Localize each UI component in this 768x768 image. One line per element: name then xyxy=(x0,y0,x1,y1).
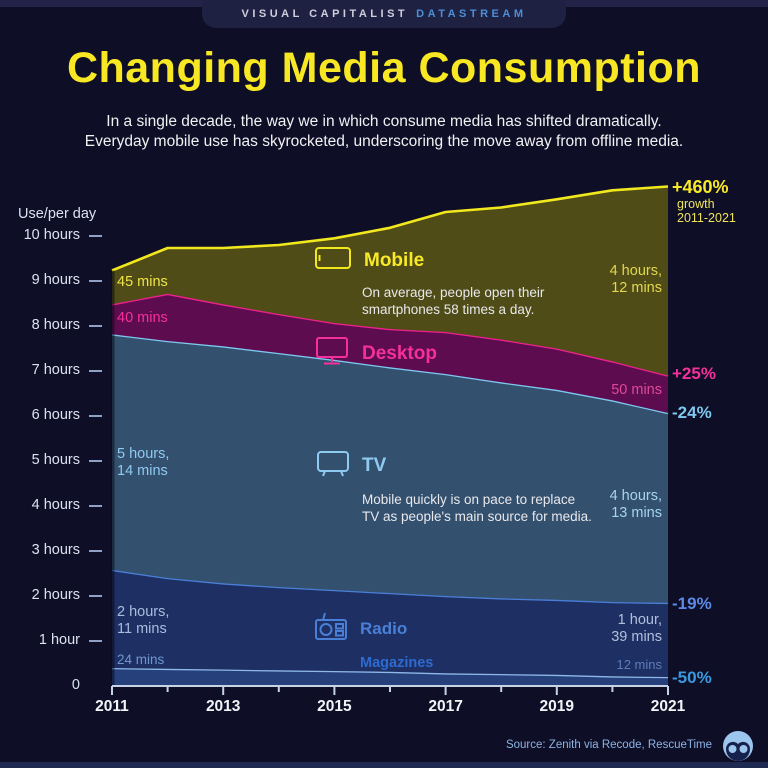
radio-legend: Radio xyxy=(314,611,407,646)
radio-change-badge: -19% xyxy=(672,594,712,613)
y-tick-dash xyxy=(89,370,102,372)
magazines-area xyxy=(112,668,668,686)
x-tick-2011: 2011 xyxy=(95,698,129,715)
desktop-change-badge: +25% xyxy=(672,364,716,383)
y-tick-dash xyxy=(89,505,102,507)
y-tick-4-hours: 4 hours xyxy=(31,497,80,513)
y-tick-1-hour: 1 hour xyxy=(38,632,80,648)
y-tick-8-hours: 8 hours xyxy=(31,317,80,333)
magazines-end-value: 12 mins xyxy=(616,657,662,672)
bottom-border-strip xyxy=(0,762,768,768)
page-subtitle: In a single decade, the way we in which … xyxy=(0,112,768,152)
desktop-legend: Desktop xyxy=(314,336,437,371)
page-title: Changing Media Consumption xyxy=(66,44,702,92)
y-tick-0: 0 xyxy=(71,677,80,693)
growth-percent: +460% xyxy=(672,177,729,197)
mobile-note: On average, people open their smartphone… xyxy=(362,285,545,317)
y-tick-9-hours: 9 hours xyxy=(31,272,80,288)
x-tick-2017: 2017 xyxy=(428,698,463,715)
x-tick-2013: 2013 xyxy=(205,698,241,715)
banner-product: DATASTREAM xyxy=(416,8,527,20)
y-tick-dash xyxy=(89,415,102,417)
mobile-legend: Mobile xyxy=(314,245,424,276)
y-tick-dash xyxy=(89,640,102,642)
desktop-area xyxy=(112,293,668,413)
magazines-label: Magazines xyxy=(360,655,434,671)
banner: VISUAL CAPITALIST DATASTREAM xyxy=(202,0,566,28)
desktop-end-value: 50 mins xyxy=(611,382,662,398)
mobile-end-value: 4 hours, 12 mins xyxy=(609,263,662,296)
tv-area xyxy=(112,334,668,603)
radio-end-value: 1 hour, 39 mins xyxy=(611,612,662,645)
desktop-monitor-icon xyxy=(314,336,350,371)
tv-icon xyxy=(316,450,350,482)
y-tick-10-hours: 10 hours xyxy=(23,227,80,243)
subtitle-line-2: Everyday mobile use has skyrocketed, und… xyxy=(84,133,684,150)
visual-capitalist-logo xyxy=(722,730,754,767)
banner-brand: VISUAL CAPITALIST xyxy=(241,8,409,20)
radio-icon xyxy=(314,611,348,646)
mobile-start-value: 45 mins xyxy=(117,274,168,290)
y-tick-dash xyxy=(89,235,102,237)
mobile-phone-icon xyxy=(314,245,352,276)
tv-note: Mobile quickly is on pace to replace TV … xyxy=(362,492,592,524)
y-axis-title: Use/per day xyxy=(18,206,97,222)
tv-change-badge: -24% xyxy=(672,403,712,422)
tv-legend: TV xyxy=(316,450,386,482)
y-tick-3-hours: 3 hours xyxy=(31,542,80,558)
tv-label: TV xyxy=(362,455,387,476)
source-credit: Source: Zenith via Recode, RescueTime xyxy=(505,739,712,751)
y-tick-dash xyxy=(89,325,102,327)
x-tick-2015: 2015 xyxy=(317,698,352,715)
y-tick-5-hours: 5 hours xyxy=(31,452,80,468)
desktop-start-value: 40 mins xyxy=(117,310,168,326)
mobile-line xyxy=(111,185,669,272)
radio-area xyxy=(112,569,668,677)
y-tick-dash xyxy=(89,280,102,282)
y-tick-dash xyxy=(89,595,102,597)
magazines-change-badge: -50% xyxy=(672,668,712,687)
y-tick-6-hours: 6 hours xyxy=(31,407,80,423)
mobile-label: Mobile xyxy=(364,249,425,271)
radio-label: Radio xyxy=(360,618,408,638)
desktop-label: Desktop xyxy=(362,342,437,364)
x-tick-2019: 2019 xyxy=(539,698,575,715)
y-tick-7-hours: 7 hours xyxy=(31,362,80,378)
mobile-growth-note: +460% growth 2011-2021 xyxy=(672,177,736,225)
y-tick-dash xyxy=(89,460,102,462)
y-tick-dash xyxy=(89,550,102,552)
y-tick-2-hours: 2 hours xyxy=(31,587,80,603)
subtitle-line-1: In a single decade, the way we in which … xyxy=(106,113,662,130)
x-tick-2021: 2021 xyxy=(650,698,686,715)
radio-start-value: 2 hours, 11 mins xyxy=(117,604,170,637)
tv-end-value: 4 hours, 13 mins xyxy=(609,488,662,521)
tv-start-value: 5 hours, 14 mins xyxy=(117,446,170,479)
magazines-start-value: 24 mins xyxy=(117,652,165,667)
mobile-area xyxy=(112,186,668,376)
